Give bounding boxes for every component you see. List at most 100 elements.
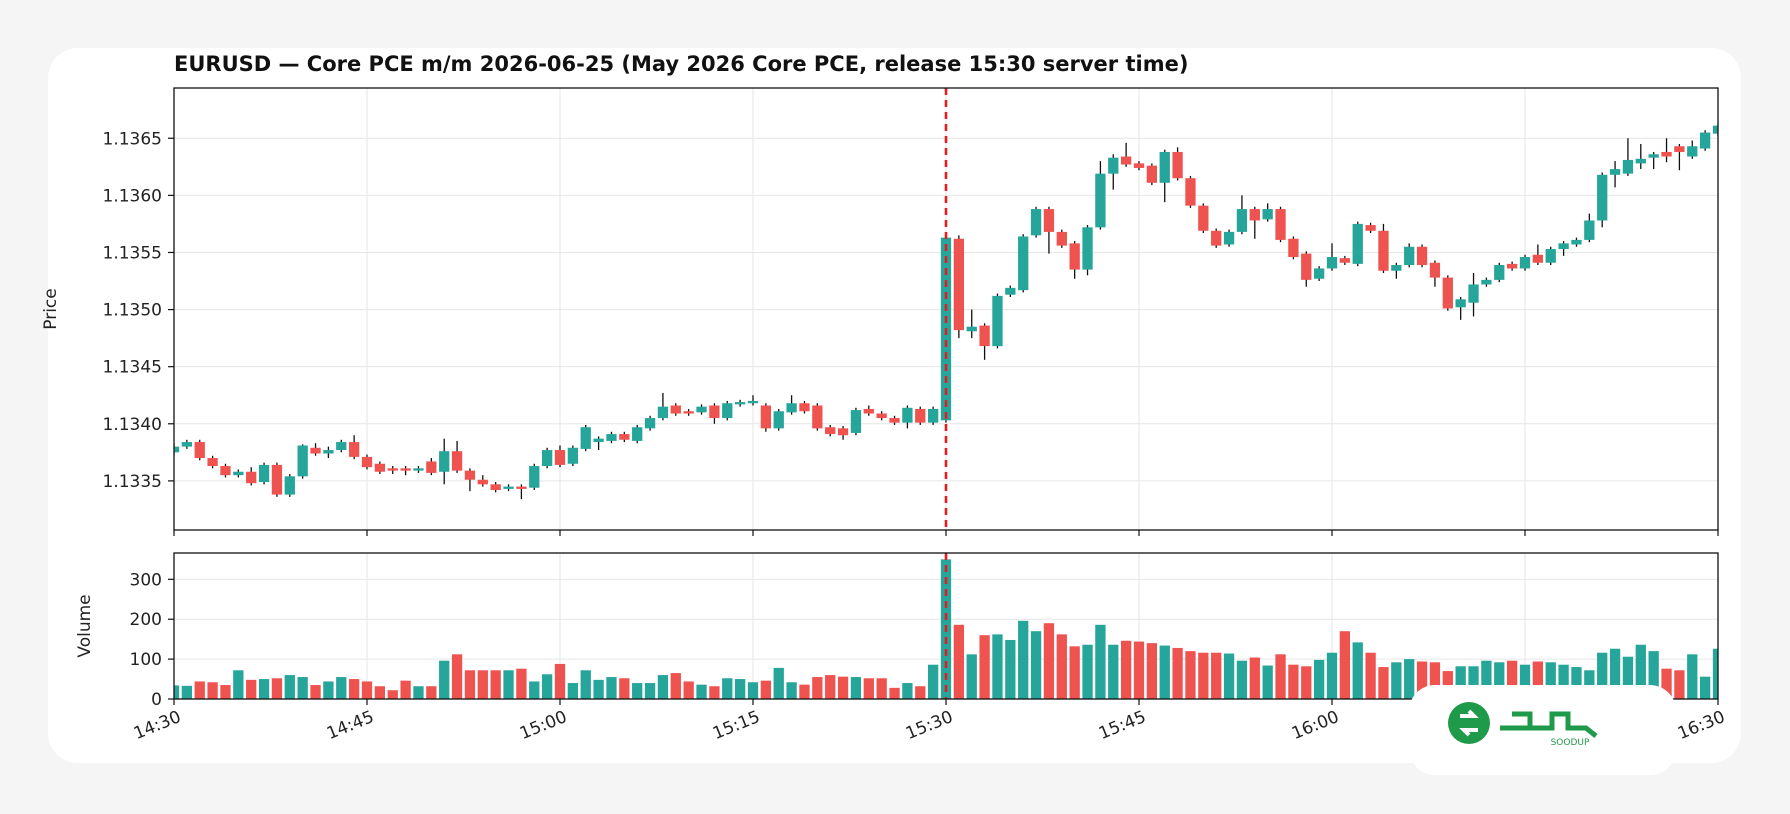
volume-bar — [786, 682, 797, 699]
candle-body — [992, 295, 1003, 347]
candle-body — [1545, 249, 1556, 263]
volume-bar — [1301, 666, 1312, 699]
volume-bar — [812, 677, 823, 699]
candle-body — [1211, 230, 1222, 246]
volume-bar — [979, 635, 990, 699]
y-tick-label: 1.1355 — [103, 243, 162, 263]
candle-body — [696, 406, 707, 413]
candle-body — [1532, 254, 1544, 263]
volume-bar — [799, 684, 810, 699]
candle-body — [1069, 243, 1080, 270]
volume-bar — [992, 634, 1003, 699]
volume-bar — [915, 686, 926, 699]
candle-body — [400, 468, 411, 471]
volume-bar — [1635, 644, 1646, 699]
y-tick-label: 1.1335 — [103, 472, 162, 492]
volume-bar — [1005, 639, 1016, 699]
volume-bar — [1468, 666, 1479, 699]
candle-body — [1609, 169, 1621, 175]
volume-bar — [1211, 652, 1222, 699]
volume-bar — [1699, 676, 1711, 699]
candle-body — [413, 468, 424, 471]
volume-bar — [1455, 666, 1466, 699]
watermark-logo — [1448, 702, 1490, 744]
candle-body — [889, 418, 900, 423]
volume-bar — [747, 682, 759, 699]
candle-body — [1120, 156, 1132, 165]
y-tick-label: 1.1350 — [103, 301, 162, 321]
candle-body — [233, 471, 244, 476]
candle-body — [1378, 230, 1389, 271]
volume-bar — [233, 670, 244, 699]
candle-body — [1558, 243, 1569, 250]
candle-body — [1687, 146, 1698, 157]
card — [48, 48, 1741, 763]
volume-bar — [1648, 651, 1659, 699]
candle-body — [1301, 253, 1312, 280]
volume-bar — [181, 685, 193, 699]
volume-bar — [1108, 644, 1119, 699]
volume-bar — [426, 686, 437, 699]
volume-bar — [1558, 664, 1569, 699]
y-tick-label: 300 — [130, 570, 162, 590]
volume-bar — [1494, 662, 1505, 699]
candle-body — [644, 418, 656, 429]
volume-bar — [400, 680, 411, 699]
volume-bar — [1429, 662, 1441, 699]
candle-body — [374, 463, 386, 472]
volume-bar — [1056, 634, 1067, 699]
volume-bar — [876, 678, 887, 699]
candle-body — [1262, 209, 1273, 220]
candle-body — [477, 479, 488, 485]
candle-body — [619, 434, 630, 440]
candle-body — [246, 471, 257, 484]
candle-body — [825, 427, 836, 435]
volume-bar — [722, 678, 733, 699]
volume-bar — [927, 664, 939, 699]
volume-bar — [1365, 652, 1376, 699]
y-tick-label: 1.1340 — [103, 415, 162, 435]
volume-bar — [554, 663, 566, 699]
y-tick-label: 200 — [130, 610, 162, 630]
volume-frame — [173, 552, 1719, 700]
volume-bar — [336, 677, 347, 699]
volume-bar — [1146, 643, 1158, 699]
candle-body — [812, 405, 823, 429]
candle-body — [1043, 209, 1055, 232]
candle-body — [1481, 279, 1492, 285]
volume-bar — [1712, 648, 1718, 699]
volume-bar — [1661, 668, 1672, 699]
volume-bar — [1313, 659, 1325, 699]
candle-body — [1030, 209, 1042, 236]
candle-body — [1108, 157, 1119, 174]
volume-bar — [773, 667, 784, 699]
volume-bar — [1571, 667, 1582, 699]
candle-body — [1429, 262, 1441, 278]
volume-bar — [516, 668, 527, 699]
candle-body — [1674, 146, 1685, 152]
candle-body — [1519, 257, 1531, 269]
candle-body — [1571, 239, 1582, 245]
candle-body — [490, 484, 501, 491]
candle-body — [773, 411, 784, 429]
candle-body — [1288, 238, 1299, 258]
y-tick-label: 0 — [151, 690, 162, 710]
volume-bar — [1597, 652, 1608, 699]
candle-body — [1005, 287, 1016, 295]
candle-body — [593, 438, 604, 443]
candle-body — [323, 450, 334, 454]
volume-bar — [1249, 657, 1260, 699]
candle-body — [1635, 158, 1646, 164]
candle-body — [1506, 263, 1518, 269]
volume-bar — [1262, 665, 1273, 699]
candle-body — [1391, 265, 1402, 271]
candle-body — [1622, 159, 1634, 174]
volume-bar — [837, 676, 849, 699]
candle-body — [902, 407, 913, 423]
volume-bar — [246, 679, 257, 699]
volume-bar — [1030, 631, 1042, 699]
candle-body — [1133, 163, 1145, 168]
candle-body — [606, 434, 617, 441]
candle-body — [1365, 225, 1376, 231]
